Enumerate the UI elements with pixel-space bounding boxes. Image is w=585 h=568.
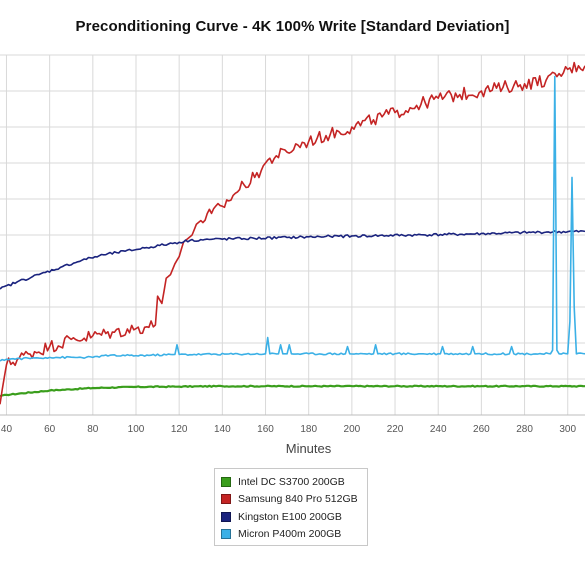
legend-item-3: Micron P400m 200GB <box>221 526 367 544</box>
x-tick-label: 140 <box>214 424 231 435</box>
legend-swatch-2 <box>221 511 231 522</box>
plot-area: 40 60 80 100 120 140 160 180 200 220 240 260 280 300 <box>0 54 585 435</box>
legend-label-2: Kingston E100 200GB <box>238 510 342 523</box>
x-tick-label: 240 <box>430 424 447 435</box>
x-tick-label: 100 <box>128 424 145 435</box>
legend-label-3: Micron P400m 200GB <box>238 528 342 541</box>
legend-label-0: Intel DC S3700 200GB <box>238 475 345 488</box>
legend-item-2: Kingston E100 200GB <box>221 508 367 526</box>
x-tick-label: 160 <box>257 424 274 435</box>
x-tick-label: 220 <box>387 424 404 435</box>
x-tick-labels: 40 60 80 100 120 140 160 180 200 220 240 260 280 300 <box>1 424 577 435</box>
legend-swatch-1 <box>221 494 231 505</box>
x-axis-label: Minutes <box>285 441 332 456</box>
series-line-3 <box>0 75 585 362</box>
x-tick-label: 40 <box>1 424 13 435</box>
series-line-2 <box>0 229 585 290</box>
legend-item-0: Intel DC S3700 200GB <box>221 473 367 491</box>
gridlines <box>0 54 585 416</box>
legend: Intel DC S3700 200GB Samsung 840 Pro 512… <box>214 468 368 546</box>
x-tick-label: 260 <box>473 424 490 435</box>
x-tick-label: 60 <box>44 424 56 435</box>
x-tick-label: 120 <box>171 424 188 435</box>
series-lines <box>0 61 585 405</box>
x-tick-label: 200 <box>344 424 361 435</box>
x-tick-label: 180 <box>300 424 317 435</box>
series-line-1 <box>0 61 585 405</box>
legend-item-1: Samsung 840 Pro 512GB <box>221 491 367 509</box>
legend-swatch-3 <box>221 529 231 540</box>
series-line-0 <box>0 384 585 398</box>
x-tick-label: 280 <box>516 424 533 435</box>
x-tick-label: 300 <box>559 424 576 435</box>
chart-title: Preconditioning Curve - 4K 100% Write [S… <box>75 18 510 35</box>
legend-swatch-0 <box>221 476 231 487</box>
legend-label-1: Samsung 840 Pro 512GB <box>238 493 358 506</box>
x-tick-label: 80 <box>87 424 99 435</box>
